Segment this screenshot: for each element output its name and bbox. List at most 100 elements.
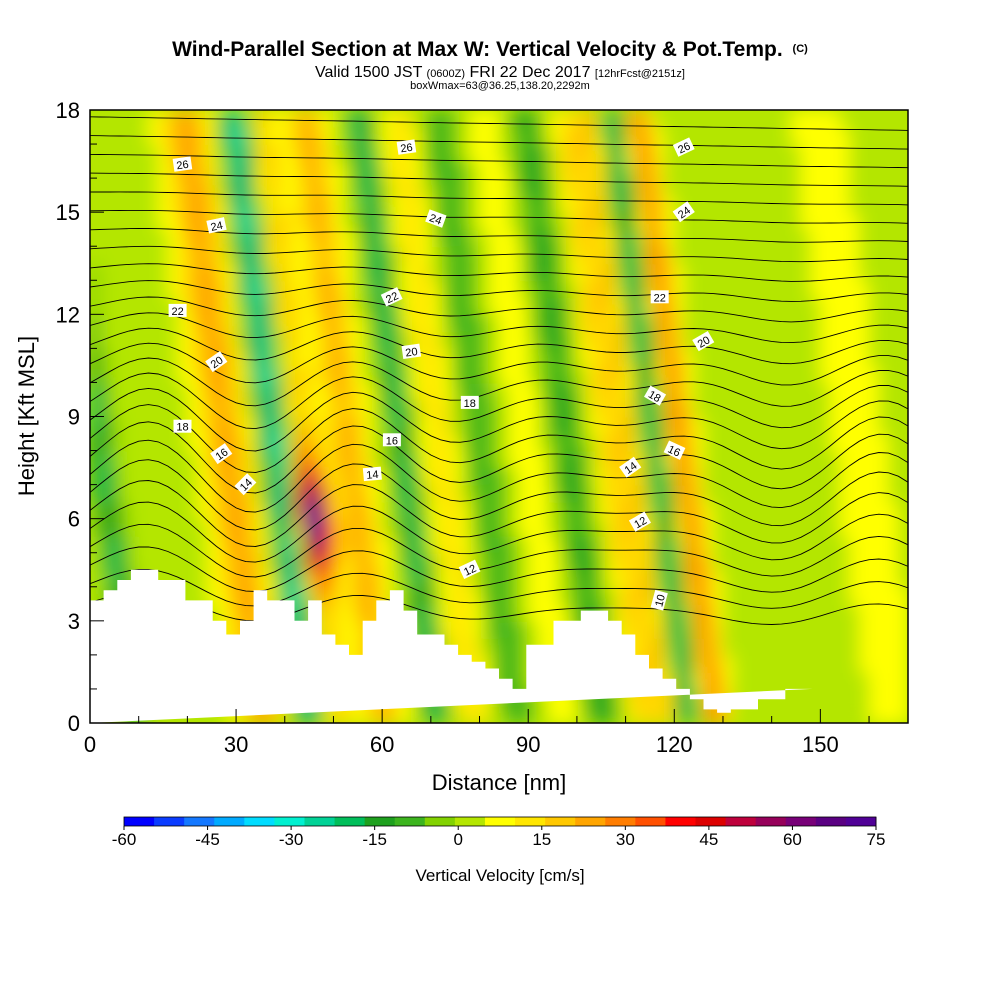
contour-label-text: 10 [653, 593, 668, 608]
contour-label-text: 24 [676, 205, 693, 222]
contour-label-text: 16 [386, 435, 398, 447]
theta-contour-line [90, 523, 908, 578]
y-axis-label: Height [Kft MSL] [14, 336, 39, 496]
theta-contour-labels: 26 24 22 20 18 16 14 26 24 22 20 18 16 14 12 26 24 22 20 18… [168, 137, 715, 611]
contour-label-text: 18 [646, 389, 663, 406]
x-tick-label: 30 [224, 732, 248, 757]
contour-label-text: 24 [428, 212, 444, 227]
colorbar-swatch [244, 817, 275, 826]
colorbar-swatch [304, 817, 336, 826]
theta-contour-line [90, 245, 908, 263]
contour-label-text: 12 [462, 563, 478, 579]
theta-contour-line [90, 135, 908, 150]
contour-label-text: 20 [209, 354, 226, 371]
colorbar-tick-label: -60 [112, 830, 137, 849]
colorbar-swatch [845, 817, 877, 826]
colorbar-swatch [454, 817, 486, 826]
colorbar-frame [123, 816, 877, 827]
contour-label-text: 26 [176, 159, 190, 173]
contour-label: 26 [172, 156, 193, 173]
theta-contour-line [90, 591, 908, 625]
contour-label-text: 18 [176, 422, 188, 434]
colorbar-tick-label: 0 [453, 830, 462, 849]
colorbar-swatch [545, 817, 576, 826]
contour-label: 12 [628, 511, 651, 532]
contour-label-text: 20 [696, 334, 713, 351]
chart-title: Wind-Parallel Section at Max W: Vertical… [172, 38, 808, 61]
contour-label: 18 [460, 395, 479, 410]
x-tick-label: 90 [516, 732, 540, 757]
theta-contour-line [90, 296, 908, 323]
contour-label: 14 [619, 456, 642, 478]
theta-contour-line [90, 421, 908, 494]
theta-contour-line [90, 209, 908, 224]
colorbar-tick-label: 75 [867, 830, 886, 849]
chart-title-suffix: (C) [793, 43, 809, 55]
theta-contour-line [90, 327, 908, 365]
contour-label: 22 [380, 287, 403, 307]
theta-contour-line [90, 263, 908, 282]
y-tick-label: 15 [56, 200, 80, 225]
colorbar-swatch [605, 817, 636, 826]
contour-label-text: 22 [654, 292, 666, 304]
x-tick-label: 120 [656, 732, 693, 757]
x-axis-label: Distance [nm] [432, 770, 567, 795]
theta-contour-line [90, 357, 908, 407]
colorbar-tick-label: 60 [783, 830, 802, 849]
colorbar-swatch [785, 817, 817, 826]
y-axis: 0 3 6 9 12 15 18 [56, 98, 104, 736]
chart-subtitle: Valid 1500 JST (0600Z) FRI 22 Dec 2017 [… [315, 64, 685, 81]
x-tick-label: 60 [370, 732, 394, 757]
theta-contour-line [90, 116, 908, 131]
subtitle-part-1: (0600Z) [427, 68, 466, 80]
colorbar-tick-label: 15 [532, 830, 551, 849]
contour-label: 18 [644, 385, 667, 406]
subtitle-part-2: FRI 22 Dec 2017 [465, 64, 595, 81]
theta-contour-line [90, 404, 908, 473]
theta-contour-line [90, 228, 908, 243]
x-tick-label: 150 [802, 732, 839, 757]
colorbar-swatch [695, 817, 727, 826]
colorbar-swatch [274, 817, 305, 826]
colorbar-swatch [394, 817, 426, 826]
contour-label: 24 [425, 209, 447, 228]
colorbar-swatch [214, 817, 245, 826]
colorbar-swatch [334, 817, 366, 826]
plot-area: 26 24 22 20 18 16 14 26 24 22 20 18 16 14 12 26 24 22 20 18… [89, 109, 909, 724]
contour-label-text: 12 [632, 515, 649, 532]
contour-label-text: 24 [210, 220, 224, 234]
colorbar-swatch [484, 817, 516, 826]
colorbar-tick-label: -30 [279, 830, 304, 849]
colorbar-swatch [725, 817, 757, 826]
contour-label: 26 [396, 139, 417, 155]
contour-label: 16 [210, 443, 233, 465]
colorbar-swatch [364, 817, 396, 826]
y-tick-label: 6 [68, 507, 80, 532]
contour-label-text: 22 [171, 306, 183, 318]
contour-label: 16 [663, 440, 686, 460]
contour-label-text: 20 [405, 346, 419, 360]
contour-label: 24 [672, 201, 695, 223]
colorbar-swatch [815, 817, 847, 826]
subtitle-part-3: [12hrFcst@2151z] [595, 68, 685, 80]
contour-label: 22 [650, 290, 669, 304]
theta-contour-line [90, 501, 908, 563]
colorbar-swatch [424, 817, 456, 826]
contour-label: 20 [205, 351, 228, 373]
theta-contour-line [90, 546, 908, 593]
subtitle-part-0: Valid 1500 JST [315, 64, 426, 81]
colorbar-swatch [575, 817, 606, 826]
chart-subtitle-box: boxWmax=63@36.25,138.20,2292m [410, 80, 590, 92]
contour-label-text: 14 [366, 469, 379, 482]
contour-label: 20 [401, 343, 422, 360]
theta-contour-line [90, 153, 908, 169]
theta-contours [90, 116, 908, 625]
contour-label: 12 [458, 559, 481, 580]
y-tick-label: 3 [68, 609, 80, 634]
theta-contour-line [90, 342, 908, 386]
theta-contour-line [90, 459, 908, 531]
contour-label: 14 [362, 466, 382, 482]
colorbar-swatch [184, 817, 215, 826]
contour-label: 22 [168, 303, 187, 318]
